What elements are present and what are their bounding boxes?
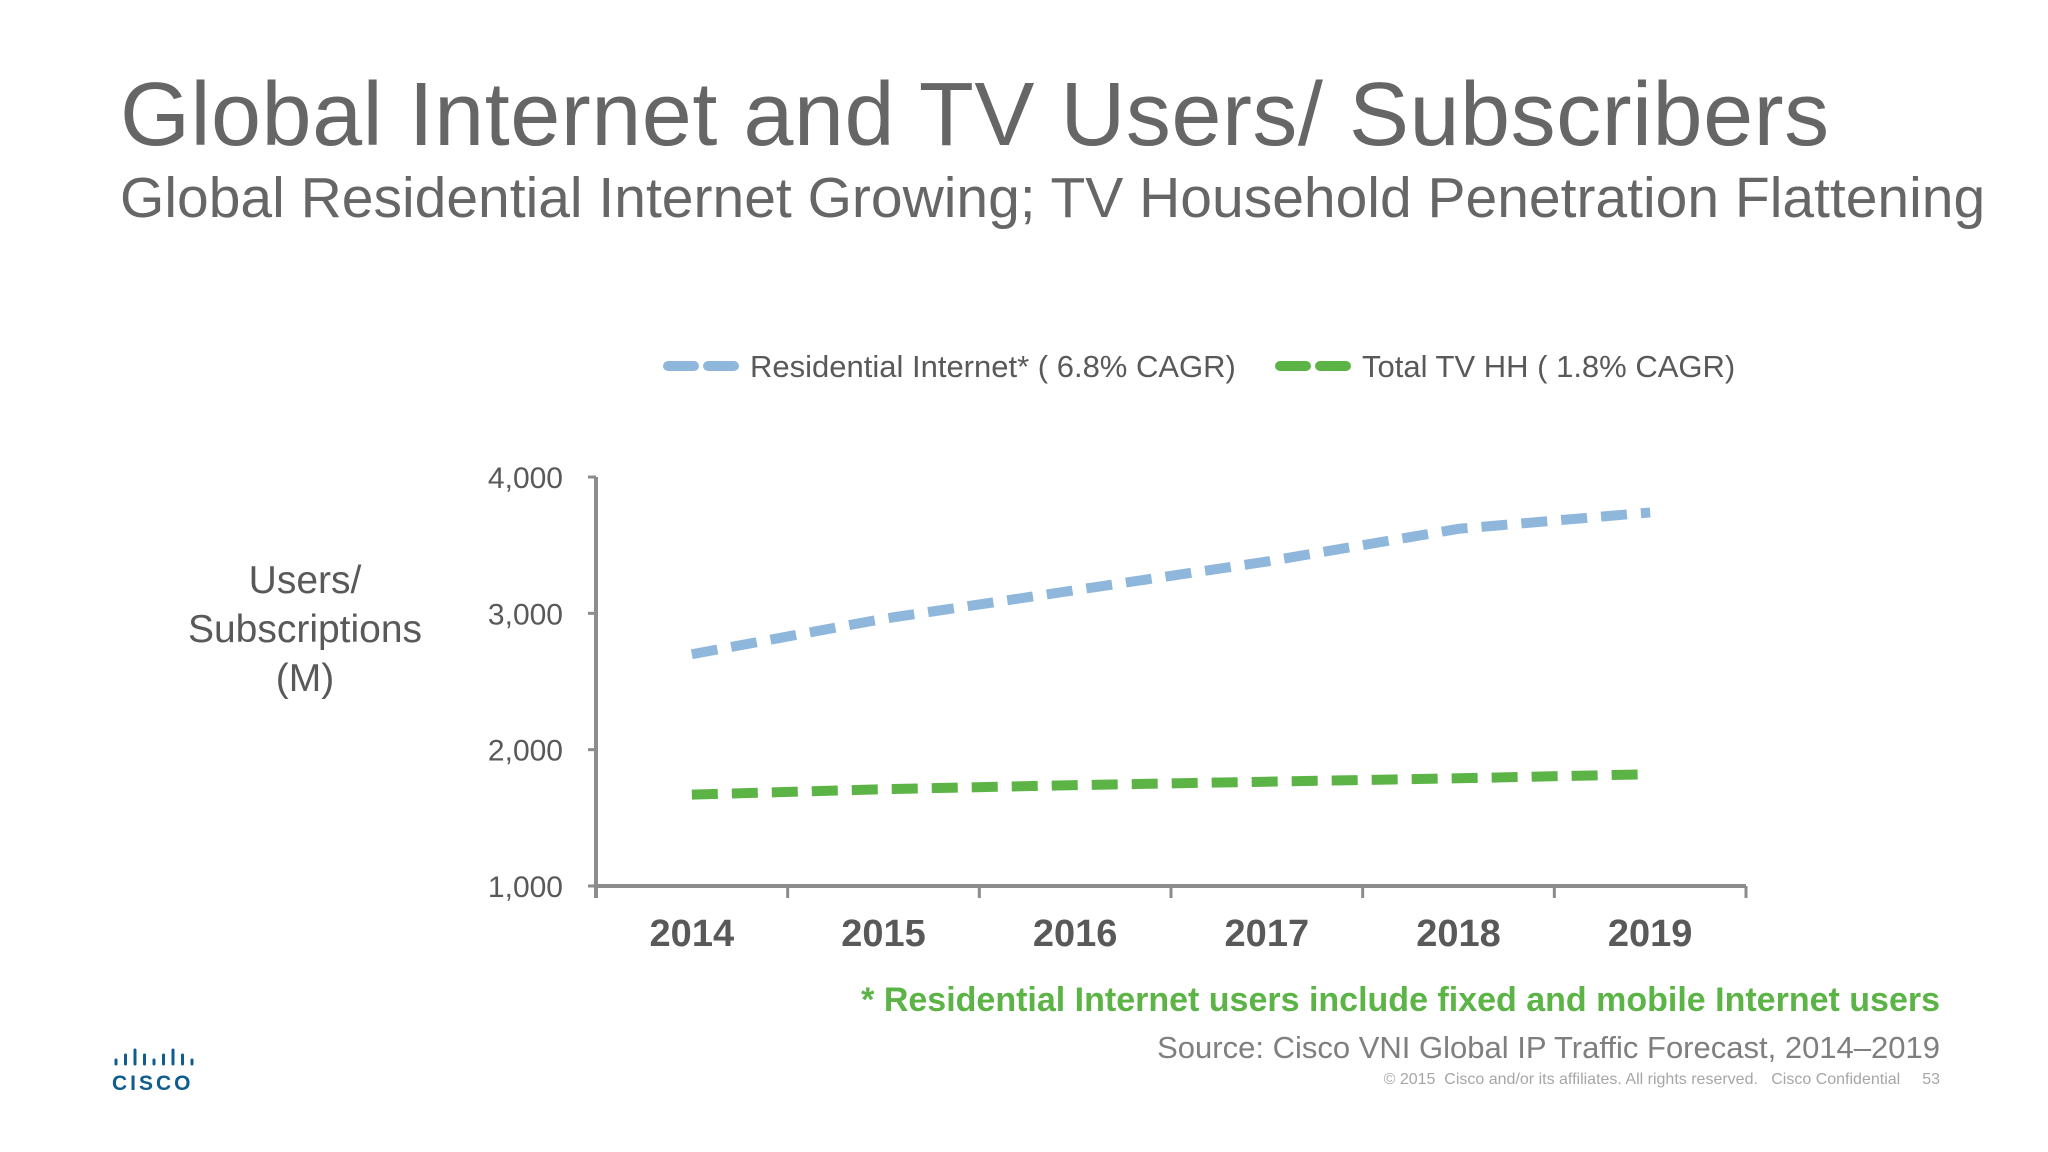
data-point xyxy=(1073,588,1077,592)
data-point xyxy=(1265,780,1269,784)
logo-wordmark: CISCO xyxy=(112,1072,194,1095)
x-tick-label: 2014 xyxy=(650,913,735,955)
y-axis-label-line: (M) xyxy=(275,657,335,700)
y-tick-label: 1,000 xyxy=(488,871,563,904)
data-point xyxy=(882,787,886,791)
copyright-text: © 2015 Cisco and/or its affiliates. All … xyxy=(1383,1071,1901,1088)
y-tick-label: 3,000 xyxy=(488,598,563,631)
series-line-1 xyxy=(691,769,1651,800)
y-tick-label: 2,000 xyxy=(488,735,563,768)
cisco-bars-icon xyxy=(114,1048,194,1066)
legend-label-1: Total TV HH ( 1.8% CAGR) xyxy=(1362,349,1735,384)
data-point xyxy=(882,617,886,621)
data-point xyxy=(1265,560,1269,564)
x-tick-label: 2019 xyxy=(1608,913,1693,955)
slide-title: Global Internet and TV Users/ Subscriber… xyxy=(120,65,1830,165)
y-axis-label-line: Subscriptions xyxy=(187,608,423,651)
copyright-line: © 2015 Cisco and/or its affiliates. All … xyxy=(1362,1072,1940,1088)
data-point xyxy=(1457,776,1461,780)
y-axis-label-line: Users/ xyxy=(248,559,362,602)
series-line-0 xyxy=(690,507,1651,660)
data-point xyxy=(1457,527,1461,531)
cisco-logo: CISCO xyxy=(112,1044,196,1094)
source-citation: Source: Cisco VNI Global IP Traffic Fore… xyxy=(1157,1030,1940,1065)
data-point xyxy=(1648,510,1652,514)
legend-label-0: Residential Internet* ( 6.8% CAGR) xyxy=(750,349,1236,384)
x-tick-label: 2015 xyxy=(841,913,926,955)
data-point xyxy=(1648,772,1652,776)
x-tick-label: 2016 xyxy=(1033,913,1118,955)
data-point xyxy=(690,652,694,656)
y-axis-label: Users/ Subscriptions (M) xyxy=(160,556,450,703)
y-tick-label: 4,000 xyxy=(488,462,563,495)
x-tick-label: 2017 xyxy=(1225,913,1310,955)
x-tick-label: 2018 xyxy=(1416,913,1501,955)
slide-subtitle: Global Residential Internet Growing; TV … xyxy=(120,166,1986,230)
data-point xyxy=(690,793,694,797)
page-number: 53 xyxy=(1922,1071,1940,1088)
footnote: * Residential Internet users include fix… xyxy=(861,981,1940,1019)
data-point xyxy=(1073,783,1077,787)
